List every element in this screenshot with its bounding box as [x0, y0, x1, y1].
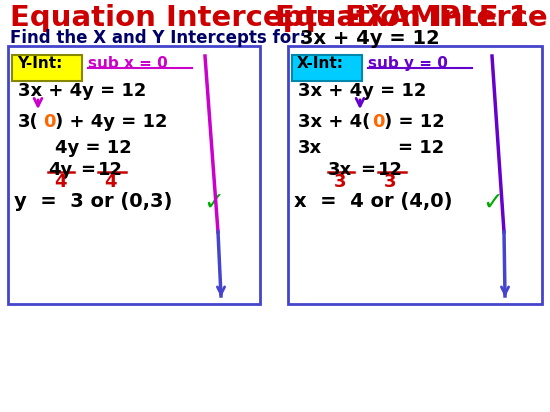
Text: y  =  3 or (0,3): y = 3 or (0,3) — [14, 192, 172, 211]
FancyBboxPatch shape — [12, 55, 82, 81]
Text: Equation Intercepts –: Equation Intercepts – — [10, 4, 370, 32]
Text: 12: 12 — [98, 161, 123, 179]
Text: 4y: 4y — [48, 161, 72, 179]
FancyBboxPatch shape — [292, 55, 362, 81]
Text: 3x + 4y = 12: 3x + 4y = 12 — [300, 29, 440, 48]
Text: ) = 12: ) = 12 — [384, 113, 445, 131]
Text: 4: 4 — [54, 173, 67, 191]
Text: Find the X and Y Intercepts for:: Find the X and Y Intercepts for: — [10, 29, 318, 47]
Text: 3x + 4(: 3x + 4( — [298, 113, 370, 131]
Text: =: = — [80, 161, 95, 179]
Text: 4y = 12: 4y = 12 — [55, 139, 132, 157]
Text: sub y = 0: sub y = 0 — [368, 56, 448, 71]
Text: ) + 4y = 12: ) + 4y = 12 — [55, 113, 168, 131]
Text: 12: 12 — [378, 161, 403, 179]
Text: 0: 0 — [372, 113, 384, 131]
Text: 3x + 4y = 12: 3x + 4y = 12 — [18, 82, 146, 100]
Text: x  =  4 or (4,0): x = 4 or (4,0) — [294, 192, 453, 211]
Text: 3(: 3( — [18, 113, 38, 131]
Text: sub x = 0: sub x = 0 — [88, 56, 168, 71]
Text: 3x + 4y = 12: 3x + 4y = 12 — [298, 82, 426, 100]
Text: EXAMPLE 1: EXAMPLE 1 — [345, 4, 529, 32]
Text: 3x: 3x — [328, 161, 352, 179]
Text: 4: 4 — [104, 173, 117, 191]
FancyBboxPatch shape — [288, 46, 542, 304]
Text: 0: 0 — [43, 113, 56, 131]
Text: Equation Intercepts –: Equation Intercepts – — [275, 4, 550, 32]
Text: Y-Int:: Y-Int: — [17, 56, 62, 71]
Text: X-Int:: X-Int: — [297, 56, 344, 71]
Text: = 12: = 12 — [398, 139, 444, 157]
Text: 3x: 3x — [298, 139, 322, 157]
FancyBboxPatch shape — [8, 46, 260, 304]
Text: 3: 3 — [384, 173, 397, 191]
Text: ✓: ✓ — [203, 191, 224, 215]
Text: 3: 3 — [334, 173, 346, 191]
Text: =: = — [360, 161, 375, 179]
Text: ✓: ✓ — [482, 191, 503, 215]
